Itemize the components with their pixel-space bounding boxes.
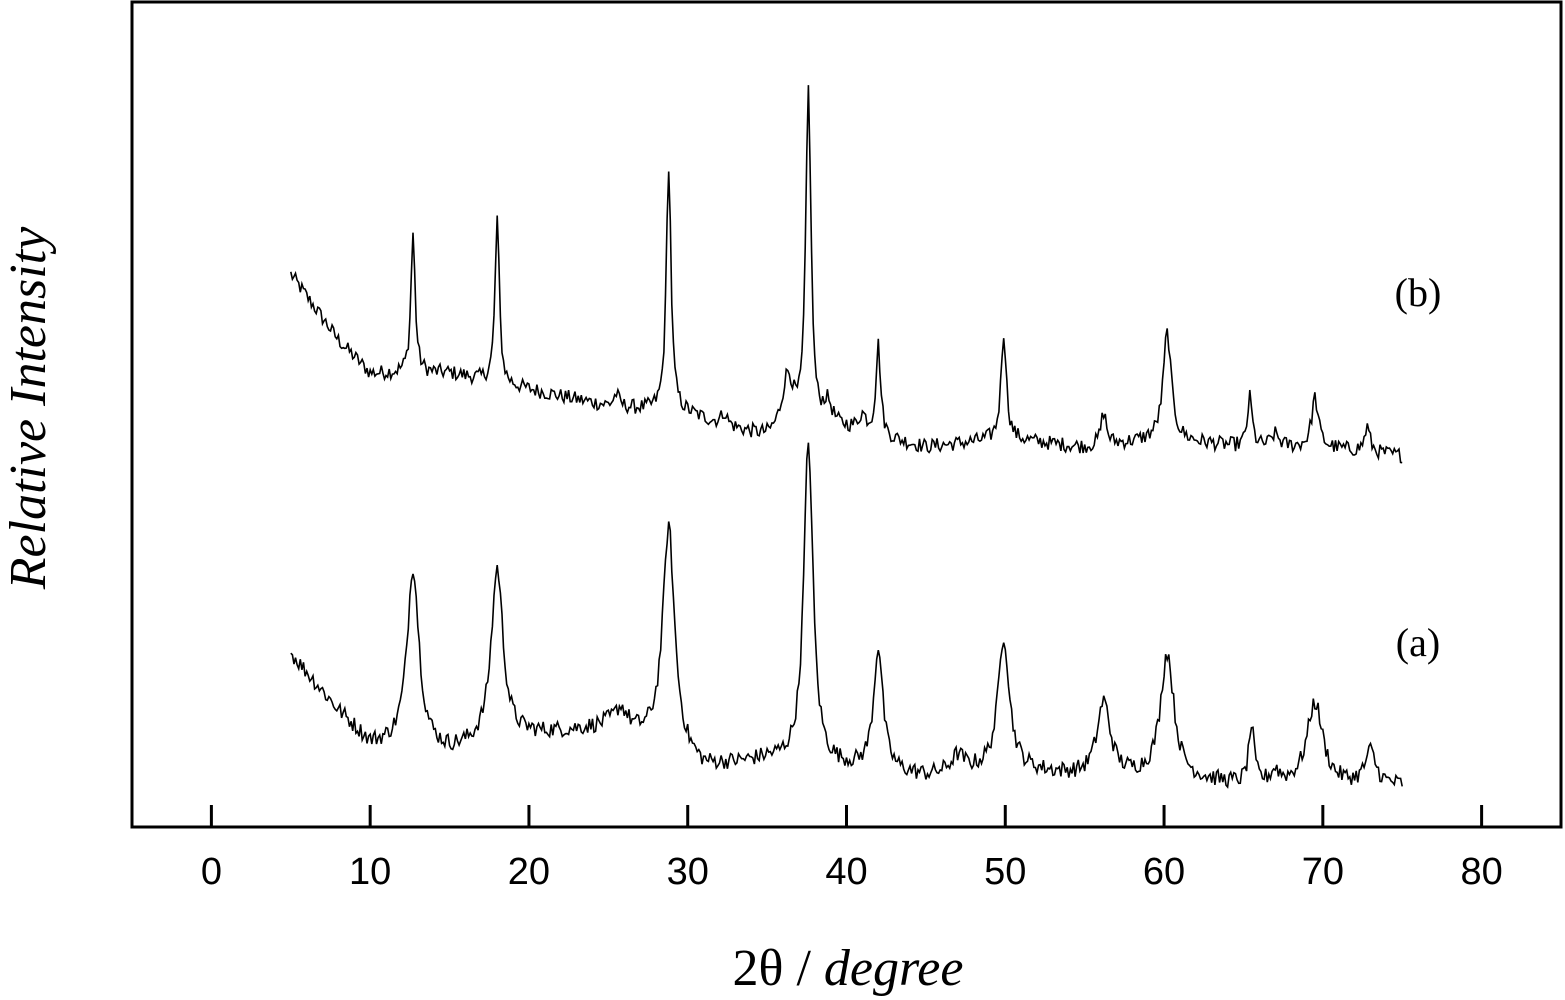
x-tick-label: 10: [349, 851, 391, 893]
series-label: (a): [1396, 620, 1440, 665]
series-labels: (b) (a): [1395, 270, 1442, 665]
x-tick-label: 0: [201, 851, 222, 893]
x-tick-label: 20: [508, 851, 550, 893]
x-tick-label: 50: [984, 851, 1026, 893]
series-label: (b): [1395, 270, 1442, 315]
x-axis-tick-labels: 0 10 20 30 40 50 60 70 80: [201, 851, 1503, 893]
x-tick-label: 80: [1460, 851, 1502, 893]
x-axis-title: 2θ / degree: [733, 940, 964, 997]
series-line: [290, 442, 1403, 789]
x-tick-label: 70: [1302, 851, 1344, 893]
y-axis-title: Relative Intensity: [0, 226, 57, 590]
x-tick-label: 60: [1143, 851, 1185, 893]
plot-frame: [130, 0, 1563, 829]
x-tick-label: 30: [667, 851, 709, 893]
x-tick-label: 40: [825, 851, 867, 893]
x-axis-ticks: [209, 805, 1484, 827]
series-lines: [290, 85, 1403, 789]
series-line: [290, 85, 1403, 464]
